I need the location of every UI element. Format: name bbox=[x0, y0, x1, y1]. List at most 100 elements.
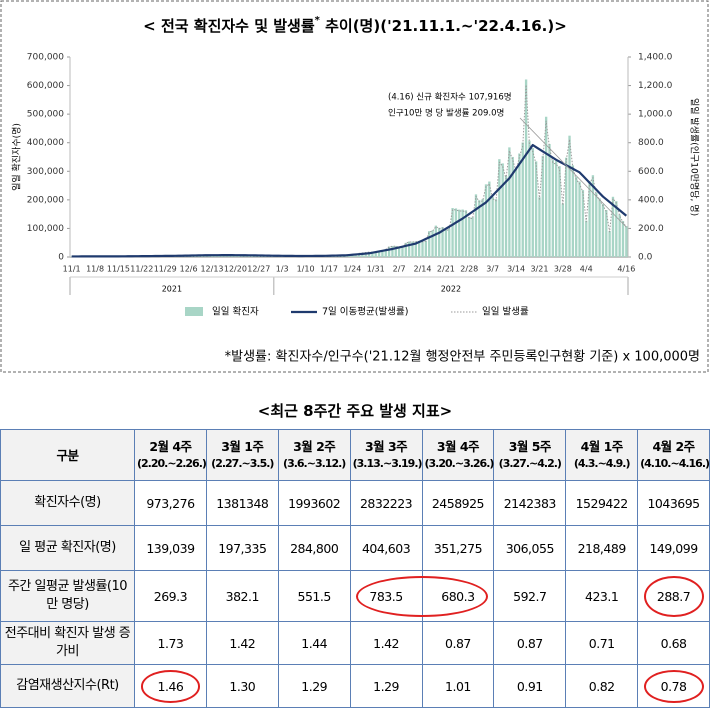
table-cell: 269.3 bbox=[135, 571, 207, 622]
bar bbox=[545, 117, 547, 257]
table-cell: 351,275 bbox=[422, 526, 494, 571]
y-axis-label: 일일 확진자수(명) bbox=[11, 123, 23, 191]
table-header-cell: 3월 5주(3.27.~4.2.) bbox=[494, 430, 566, 481]
bar bbox=[421, 241, 423, 257]
bar bbox=[435, 226, 437, 257]
table-header-cell: 4월 1주(4.3.~4.9.) bbox=[566, 430, 638, 481]
header-range: (3.20.~3.26.) bbox=[425, 455, 492, 472]
table-cell: 0.87 bbox=[422, 622, 494, 665]
bar bbox=[505, 176, 507, 257]
title-text: < 전국 확진자수 및 발생률 bbox=[143, 17, 315, 35]
year-label: 2022 bbox=[441, 285, 461, 294]
bar bbox=[555, 161, 557, 257]
x-tick-label: 12/13 bbox=[200, 265, 223, 274]
bar bbox=[625, 226, 627, 257]
bar bbox=[475, 194, 477, 257]
x-tick-label: 2/21 bbox=[437, 265, 455, 274]
bar bbox=[608, 231, 610, 257]
x-tick-label: 11/15 bbox=[107, 265, 130, 274]
table-cell: 0.71 bbox=[566, 622, 638, 665]
x-tick-label: 3/7 bbox=[486, 265, 499, 274]
table-cell: 0.87 bbox=[494, 622, 566, 665]
bar bbox=[548, 144, 550, 257]
year-label: 2021 bbox=[162, 285, 182, 294]
y-tick-label: 600,000 bbox=[27, 81, 64, 91]
bar bbox=[565, 158, 567, 257]
header-week: 3월 4주 bbox=[425, 438, 492, 455]
y2-tick-label: 200.0 bbox=[638, 224, 664, 234]
x-tick-label: 1/3 bbox=[276, 265, 289, 274]
header-range: (3.13.~3.19.) bbox=[353, 455, 420, 472]
y-tick-label: 300,000 bbox=[27, 167, 64, 177]
bar bbox=[445, 230, 447, 257]
table-cell: 306,055 bbox=[494, 526, 566, 571]
table-cell: 1.44 bbox=[278, 622, 350, 665]
bar bbox=[481, 199, 483, 257]
legend-label: 일일 발생률 bbox=[482, 307, 529, 318]
bar bbox=[388, 247, 390, 257]
bar bbox=[391, 246, 393, 257]
header-week: 2월 4주 bbox=[137, 438, 204, 455]
bar bbox=[515, 168, 517, 257]
bar bbox=[542, 156, 544, 257]
y2-tick-label: 1,200.0 bbox=[638, 81, 673, 91]
table-cell: 404,603 bbox=[350, 526, 422, 571]
bar bbox=[602, 204, 604, 257]
y2-axis-label: 일일 발생률(인구10만명당, 명) bbox=[689, 98, 700, 216]
bar bbox=[572, 165, 574, 257]
table-header-cell: 3월 1주(2.27.~3.5.) bbox=[206, 430, 278, 481]
chart-title: < 전국 확진자수 및 발생률* 추이(명)('21.11.1.~'22.4.1… bbox=[143, 15, 567, 35]
x-tick-label: 4/4 bbox=[580, 265, 593, 274]
bar bbox=[578, 182, 580, 257]
bar bbox=[401, 247, 403, 257]
x-tick-label: 1/10 bbox=[297, 265, 315, 274]
title-text: 추이(명)('21.11.1.~'22.4.16.)> bbox=[320, 17, 567, 35]
bar bbox=[568, 136, 570, 257]
x-tick-label: 1/17 bbox=[320, 265, 338, 274]
bar bbox=[488, 182, 490, 257]
table-header-cell: 3월 2주(3.6.~3.12.) bbox=[278, 430, 350, 481]
header-range: (4.3.~4.9.) bbox=[568, 455, 635, 472]
bar bbox=[485, 184, 487, 257]
table-cell: 218,489 bbox=[566, 526, 638, 571]
header-week: 3월 5주 bbox=[496, 438, 563, 455]
table-cell: 288.7 bbox=[638, 571, 710, 622]
x-tick-label: 3/21 bbox=[530, 265, 548, 274]
header-week: 4월 2주 bbox=[640, 438, 707, 455]
bar bbox=[425, 241, 427, 257]
table-cell: 1.01 bbox=[422, 665, 494, 708]
table-cell: 680.3 bbox=[422, 571, 494, 622]
y-tick-label: 100,000 bbox=[27, 224, 64, 234]
header-range: (3.27.~4.2.) bbox=[496, 455, 563, 472]
table-cell: 592.7 bbox=[494, 571, 566, 622]
y-tick-label: 400,000 bbox=[27, 138, 64, 148]
bar bbox=[595, 193, 597, 257]
x-tick-label: 4/16 bbox=[617, 265, 635, 274]
y2-tick-label: 800.0 bbox=[638, 138, 664, 148]
table-cell: 1043695 bbox=[638, 481, 710, 526]
table-cell: 1993602 bbox=[278, 481, 350, 526]
table-cell: 2832223 bbox=[350, 481, 422, 526]
bar bbox=[525, 79, 527, 257]
footnote: *발생률: 확진자수/인구수('21.12월 행정안전부 주민등록인구현황 기준… bbox=[225, 349, 700, 365]
header-week: 4월 1주 bbox=[568, 438, 635, 455]
table-cell: 2458925 bbox=[422, 481, 494, 526]
bar bbox=[502, 163, 504, 257]
x-tick-label: 11/22 bbox=[130, 265, 153, 274]
y2-tick-label: 0.0 bbox=[638, 253, 653, 263]
table-cell: 423.1 bbox=[566, 571, 638, 622]
y-tick-label: 500,000 bbox=[27, 110, 64, 120]
table-cell: 1.29 bbox=[350, 665, 422, 708]
x-tick-label: 2/7 bbox=[393, 265, 406, 274]
header-week: 3월 1주 bbox=[209, 438, 276, 455]
table-cell: 139,039 bbox=[135, 526, 207, 571]
table-cell: 0.82 bbox=[566, 665, 638, 708]
bar bbox=[508, 147, 510, 257]
legend-label: 일일 확진자 bbox=[212, 306, 259, 318]
bar bbox=[622, 221, 624, 257]
bar bbox=[582, 190, 584, 257]
y2-tick-label: 600.0 bbox=[638, 167, 664, 177]
